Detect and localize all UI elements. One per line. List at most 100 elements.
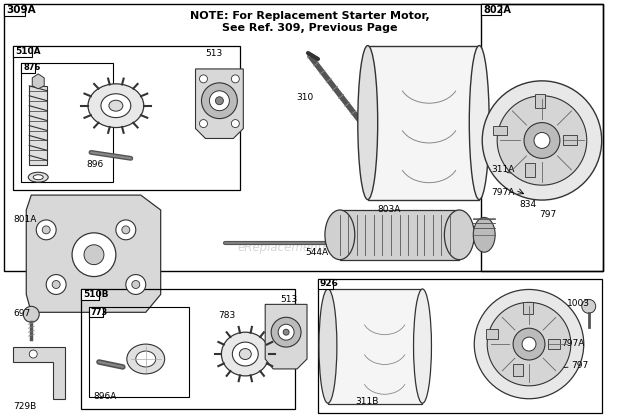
Text: 802A: 802A bbox=[483, 5, 511, 15]
Polygon shape bbox=[14, 347, 65, 399]
Circle shape bbox=[271, 317, 301, 347]
Circle shape bbox=[46, 274, 66, 295]
Circle shape bbox=[122, 226, 130, 234]
Circle shape bbox=[126, 274, 146, 295]
Circle shape bbox=[513, 328, 545, 360]
Circle shape bbox=[497, 96, 587, 185]
Bar bbox=[535, 94, 545, 108]
Bar bbox=[318, 279, 601, 413]
Ellipse shape bbox=[88, 84, 144, 127]
Circle shape bbox=[29, 350, 37, 358]
Circle shape bbox=[200, 75, 208, 83]
Bar bbox=[493, 126, 507, 135]
Circle shape bbox=[72, 233, 116, 277]
Text: 311B: 311B bbox=[355, 397, 378, 406]
Ellipse shape bbox=[232, 342, 259, 366]
Bar bbox=[4, 4, 603, 271]
Circle shape bbox=[524, 123, 560, 158]
Bar bbox=[4, 4, 25, 16]
Text: 876: 876 bbox=[24, 63, 41, 72]
Ellipse shape bbox=[239, 349, 251, 360]
Bar bbox=[21, 63, 35, 73]
Bar bbox=[81, 290, 99, 300]
Text: 544A: 544A bbox=[305, 248, 328, 257]
Text: 896: 896 bbox=[86, 160, 104, 169]
Text: 309A: 309A bbox=[6, 5, 36, 15]
Bar bbox=[29, 86, 47, 165]
Bar bbox=[328, 290, 422, 403]
Ellipse shape bbox=[101, 94, 131, 118]
Bar bbox=[481, 4, 603, 271]
Circle shape bbox=[283, 329, 289, 335]
Text: 513: 513 bbox=[205, 49, 223, 58]
Text: 697: 697 bbox=[14, 309, 30, 318]
Ellipse shape bbox=[414, 289, 432, 403]
Text: 797A: 797A bbox=[561, 339, 584, 348]
Bar bbox=[563, 135, 577, 145]
Circle shape bbox=[215, 97, 223, 105]
Ellipse shape bbox=[221, 332, 269, 376]
Circle shape bbox=[474, 290, 584, 399]
Ellipse shape bbox=[469, 46, 489, 199]
Ellipse shape bbox=[33, 175, 43, 180]
Bar bbox=[513, 364, 523, 376]
Bar bbox=[21, 63, 113, 182]
Ellipse shape bbox=[29, 172, 48, 182]
Text: 510A: 510A bbox=[16, 47, 41, 56]
Bar bbox=[523, 303, 533, 314]
Text: 729B: 729B bbox=[14, 402, 37, 411]
Bar bbox=[525, 163, 535, 177]
Text: 834: 834 bbox=[519, 200, 536, 209]
Text: 510B: 510B bbox=[83, 290, 108, 299]
Text: 896A: 896A bbox=[93, 392, 117, 401]
Text: 1003: 1003 bbox=[567, 300, 590, 308]
Text: 783: 783 bbox=[218, 311, 236, 320]
Text: eReplacementParts.com: eReplacementParts.com bbox=[238, 241, 382, 254]
Bar bbox=[14, 46, 32, 57]
Ellipse shape bbox=[127, 344, 165, 374]
Circle shape bbox=[116, 220, 136, 240]
Text: 803A: 803A bbox=[378, 205, 401, 214]
Text: 801A: 801A bbox=[14, 215, 37, 224]
Bar bbox=[340, 210, 459, 260]
Ellipse shape bbox=[109, 100, 123, 111]
Bar bbox=[89, 308, 188, 397]
Circle shape bbox=[200, 119, 208, 127]
Bar bbox=[89, 308, 103, 317]
Text: 797: 797 bbox=[571, 361, 588, 370]
Circle shape bbox=[231, 75, 239, 83]
Bar bbox=[481, 4, 500, 16]
Ellipse shape bbox=[445, 210, 474, 260]
Circle shape bbox=[210, 91, 229, 111]
Text: NOTE: For Replacement Starter Motor,
See Ref. 309, Previous Page: NOTE: For Replacement Starter Motor, See… bbox=[190, 11, 430, 33]
Circle shape bbox=[231, 119, 239, 127]
Text: 310: 310 bbox=[296, 93, 313, 102]
Ellipse shape bbox=[358, 46, 378, 199]
Bar bbox=[368, 46, 479, 200]
Circle shape bbox=[42, 226, 50, 234]
Circle shape bbox=[52, 281, 60, 288]
Ellipse shape bbox=[325, 210, 355, 260]
Polygon shape bbox=[195, 69, 243, 138]
Circle shape bbox=[84, 245, 104, 265]
Circle shape bbox=[487, 303, 571, 386]
Circle shape bbox=[534, 132, 550, 148]
Ellipse shape bbox=[473, 217, 495, 252]
Ellipse shape bbox=[319, 289, 337, 403]
Polygon shape bbox=[32, 74, 44, 89]
Bar bbox=[486, 329, 498, 339]
Text: 797A: 797A bbox=[491, 188, 515, 197]
Polygon shape bbox=[265, 304, 307, 369]
Circle shape bbox=[482, 81, 601, 200]
Text: 926: 926 bbox=[320, 279, 339, 288]
Bar bbox=[548, 339, 560, 349]
Polygon shape bbox=[26, 195, 161, 312]
Text: 513: 513 bbox=[280, 295, 298, 305]
Bar bbox=[318, 279, 332, 289]
Circle shape bbox=[132, 281, 140, 288]
Bar bbox=[14, 46, 241, 190]
Circle shape bbox=[24, 306, 39, 322]
Circle shape bbox=[202, 83, 237, 119]
Circle shape bbox=[582, 300, 596, 313]
Circle shape bbox=[36, 220, 56, 240]
